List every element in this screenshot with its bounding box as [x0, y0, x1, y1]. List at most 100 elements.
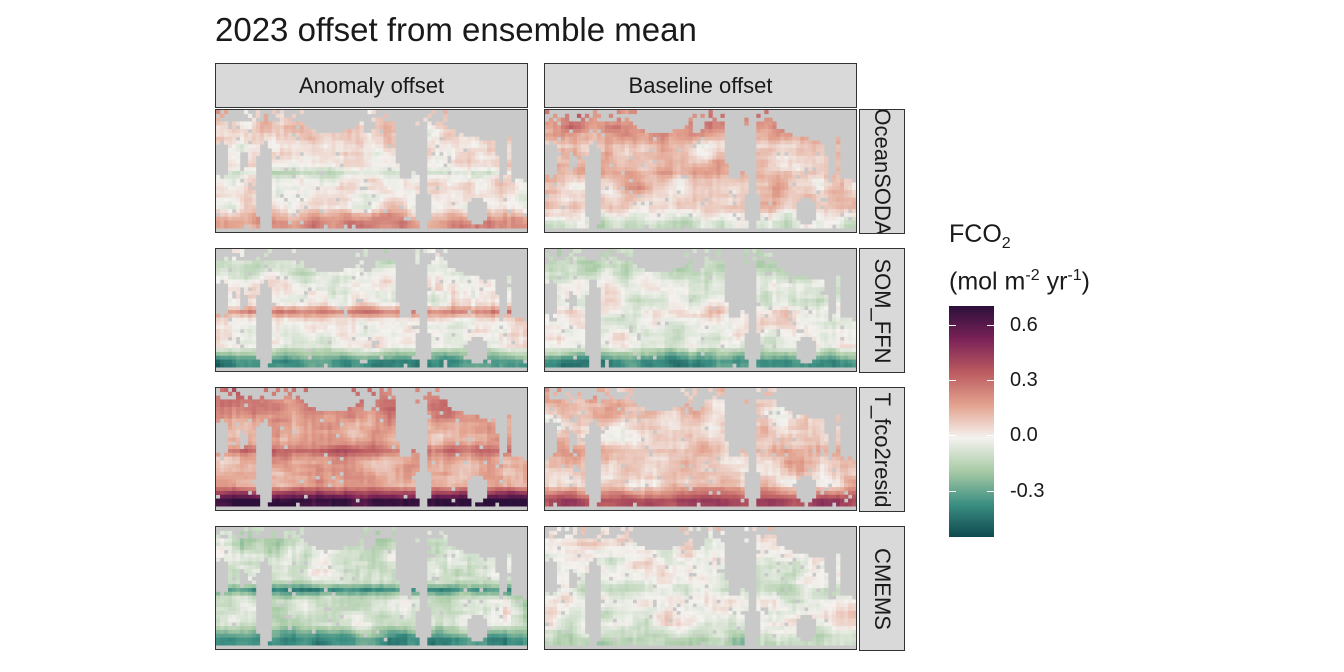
heatmap-cell — [435, 159, 440, 164]
heatmap-cell — [451, 355, 456, 360]
heatmap-cell — [223, 260, 229, 265]
heatmap-cell — [255, 129, 261, 134]
heatmap-cell — [475, 167, 480, 172]
heatmap-cell — [612, 159, 618, 164]
heatmap-cell — [263, 125, 269, 130]
heatmap-cell — [704, 201, 709, 206]
heatmap-cell — [712, 224, 717, 229]
heatmap-cell — [239, 260, 245, 265]
heatmap-cell — [443, 113, 448, 118]
heatmap-cell — [648, 159, 653, 164]
heatmap-cell — [335, 193, 340, 198]
heatmap-cell — [463, 174, 468, 179]
heatmap-cell — [764, 205, 769, 210]
heatmap-cell — [287, 359, 293, 364]
heatmap-cell — [391, 260, 396, 265]
heatmap-cell — [303, 224, 309, 229]
heatmap-cell — [487, 163, 492, 168]
heatmap-cell — [307, 216, 312, 221]
heatmap-cell — [347, 163, 352, 168]
heatmap-cell — [291, 363, 297, 368]
heatmap-cell — [459, 155, 464, 160]
heatmap-cell — [572, 186, 578, 191]
heatmap-cell — [291, 148, 297, 153]
heatmap-cell — [371, 279, 376, 284]
heatmap-cell — [359, 121, 364, 126]
heatmap-cell — [307, 224, 312, 229]
heatmap-cell — [287, 310, 293, 315]
heatmap-cell — [283, 290, 289, 296]
heatmap-cell — [612, 125, 618, 130]
heatmap-cell — [283, 201, 289, 206]
heatmap-cell — [347, 310, 352, 315]
heatmap-cell — [764, 140, 769, 145]
heatmap-cell — [279, 182, 285, 187]
heatmap-cell — [660, 182, 665, 187]
heatmap-cell — [323, 178, 328, 183]
heatmap-cell — [459, 186, 464, 191]
heatmap-cell — [227, 283, 233, 288]
heatmap-cell — [403, 325, 408, 330]
heatmap-cell — [427, 129, 432, 134]
heatmap-cell — [231, 275, 237, 280]
heatmap-cell — [283, 348, 289, 353]
heatmap-cell — [391, 171, 396, 176]
heatmap-cell — [335, 279, 340, 284]
heatmap-cell — [347, 329, 352, 334]
heatmap-cell — [463, 329, 468, 334]
heatmap-cell — [756, 167, 761, 172]
heatmap-cell — [299, 167, 305, 172]
heatmap-cell — [487, 348, 492, 353]
heatmap-cell — [788, 216, 793, 221]
heatmap-cell — [471, 317, 476, 322]
heatmap-cell — [427, 174, 432, 179]
heatmap-cell — [624, 125, 630, 130]
heatmap-cell — [548, 220, 554, 225]
heatmap-cell — [576, 129, 582, 134]
heatmap-cell — [475, 298, 480, 303]
heatmap-cell — [732, 178, 737, 183]
heatmap-cell — [287, 294, 293, 299]
heatmap-cell — [359, 216, 364, 221]
heatmap-cell — [235, 201, 241, 206]
heatmap-cell — [303, 144, 309, 149]
heatmap-cell — [327, 329, 332, 334]
heatmap-cell — [620, 220, 626, 225]
heatmap-cell — [251, 205, 257, 210]
heatmap-cell — [511, 220, 516, 225]
heatmap-cell — [295, 283, 301, 288]
heatmap-cell — [628, 193, 634, 198]
heatmap-cell — [720, 151, 725, 157]
heatmap-cell — [844, 182, 849, 187]
heatmap-cell — [219, 212, 225, 218]
heatmap-cell — [291, 171, 297, 176]
heatmap-cell — [355, 167, 360, 172]
heatmap-cell — [251, 321, 257, 326]
heatmap-cell — [391, 348, 396, 353]
heatmap-cell — [323, 321, 328, 326]
heatmap-cell — [243, 144, 249, 149]
heatmap-cell — [216, 329, 221, 334]
heatmap-cell — [295, 271, 301, 276]
heatmap-cell — [415, 178, 420, 183]
heatmap-cell — [812, 144, 817, 149]
heatmap-cell — [347, 340, 352, 345]
heatmap-cell — [700, 148, 705, 153]
heatmap-cell — [728, 205, 733, 210]
heatmap-cell — [455, 216, 460, 221]
heatmap-cell — [219, 216, 225, 221]
heatmap-cell — [299, 178, 305, 183]
heatmap-cell — [499, 201, 504, 206]
heatmap-cell — [852, 193, 856, 198]
heatmap-cell — [447, 201, 452, 206]
heatmap-cell — [664, 171, 669, 176]
heatmap-cell — [383, 129, 388, 134]
heatmap-cell — [768, 155, 773, 160]
heatmap-cell — [216, 125, 221, 130]
heatmap-cell — [844, 209, 849, 214]
heatmap-cell — [311, 310, 316, 315]
heatmap-cell — [812, 163, 817, 168]
heatmap-cell — [455, 136, 460, 141]
heatmap-cell — [515, 186, 520, 191]
heatmap-cell — [676, 216, 681, 221]
